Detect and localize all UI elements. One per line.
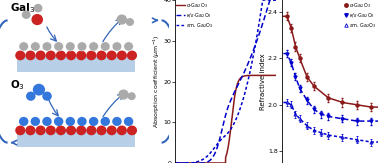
Circle shape (117, 51, 127, 60)
Circle shape (25, 51, 36, 60)
Circle shape (42, 117, 52, 126)
Circle shape (15, 126, 25, 135)
Circle shape (46, 126, 56, 135)
Circle shape (124, 117, 133, 126)
Text: GaI$_3$: GaI$_3$ (10, 1, 36, 15)
Y-axis label: Refractive index: Refractive index (260, 53, 266, 110)
Circle shape (107, 126, 117, 135)
Circle shape (127, 19, 133, 25)
Circle shape (96, 126, 107, 135)
Circle shape (89, 42, 98, 51)
Circle shape (117, 15, 126, 24)
Circle shape (77, 42, 87, 51)
Circle shape (65, 42, 75, 51)
Circle shape (127, 126, 137, 135)
Bar (17, 55, 135, 72)
Circle shape (86, 51, 96, 60)
Circle shape (127, 51, 137, 60)
Circle shape (31, 117, 40, 126)
Circle shape (43, 92, 51, 100)
Circle shape (89, 117, 98, 126)
Circle shape (31, 42, 40, 51)
Circle shape (128, 93, 135, 99)
Circle shape (112, 42, 122, 51)
Circle shape (36, 126, 46, 135)
Circle shape (101, 117, 110, 126)
Y-axis label: Absorption coefficient ($\mu$m$^{-1}$): Absorption coefficient ($\mu$m$^{-1}$) (152, 35, 162, 128)
Circle shape (96, 51, 107, 60)
Circle shape (101, 42, 110, 51)
Circle shape (15, 51, 25, 60)
Circle shape (19, 42, 28, 51)
Circle shape (77, 117, 87, 126)
Legend: $\alpha$-Ga$_2$O$_3$, $\kappa$/$\varepsilon$-Ga$_2$O$_3$, am. Ga$_2$O$_3$: $\alpha$-Ga$_2$O$_3$, $\kappa$/$\varepsi… (176, 1, 214, 30)
Circle shape (117, 126, 127, 135)
Circle shape (46, 51, 56, 60)
Circle shape (36, 51, 46, 60)
Circle shape (27, 92, 35, 100)
Circle shape (86, 126, 96, 135)
Text: O$_3$: O$_3$ (10, 78, 25, 92)
Circle shape (66, 51, 76, 60)
Circle shape (76, 51, 86, 60)
Circle shape (107, 51, 117, 60)
Circle shape (56, 51, 66, 60)
Circle shape (76, 126, 86, 135)
Circle shape (54, 117, 64, 126)
Circle shape (124, 42, 133, 51)
Bar (17, 130, 135, 147)
Legend: $\alpha$-Ga$_2$O$_3$, $\kappa$/$\varepsilon$-Ga$_2$O$_3$, am. Ga$_2$O$_3$: $\alpha$-Ga$_2$O$_3$, $\kappa$/$\varepsi… (344, 1, 377, 30)
Circle shape (56, 126, 66, 135)
Circle shape (32, 15, 42, 24)
Circle shape (34, 5, 42, 12)
Circle shape (25, 126, 36, 135)
Circle shape (23, 11, 30, 18)
Circle shape (66, 126, 76, 135)
Circle shape (65, 117, 75, 126)
Circle shape (42, 42, 52, 51)
Circle shape (112, 117, 122, 126)
Circle shape (54, 42, 64, 51)
Circle shape (34, 84, 44, 95)
Circle shape (19, 117, 28, 126)
Circle shape (119, 90, 128, 99)
